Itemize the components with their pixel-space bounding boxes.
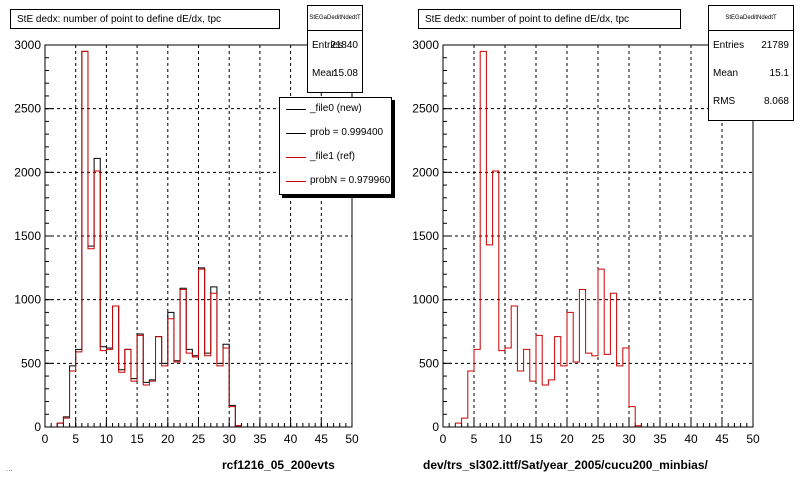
stats-entries-label: Entries [312,40,344,51]
stats-rms-row: RMS 8.068 [709,87,793,115]
x-tick-label: 15 [529,432,543,446]
y-tick-label: 0 [34,420,41,434]
legend-label: _file1 (ref) [310,151,356,162]
x-tick-label: 45 [315,432,329,446]
legend-entry-prob: prob = 0.999400 [280,122,391,146]
timestamp-text: ... [6,464,13,473]
right-stats-box: StEGaDeditNdedtT Entries 21789 Mean 15.1… [708,5,794,121]
y-tick-label: 2000 [412,165,439,179]
stats-rms-label: RMS [713,96,736,107]
x-tick-label: 5 [72,432,79,446]
x-tick-label: 15 [130,432,144,446]
x-tick-label: 10 [100,432,114,446]
stats-entries-row: Entries 21840 [308,31,362,59]
x-tick-label: 30 [622,432,636,446]
stats-entries-value: 21789 [761,40,789,51]
x-tick-label: 30 [223,432,237,446]
y-tick-label: 0 [432,420,439,434]
y-tick-label: 1000 [14,293,41,307]
stats-mean-label: Mean [312,68,338,79]
x-tick-label: 25 [591,432,605,446]
stats-mean-row: Mean 15.08 [308,59,362,87]
legend-swatch-black [286,109,306,110]
x-tick-label: 35 [653,432,667,446]
stats-entries-row: Entries 21789 [709,31,793,59]
y-tick-label: 2500 [412,102,439,116]
left-plot-title: StE dedx: number of point to define dE/d… [10,9,280,29]
legend-label: probN = 0.979960 [310,175,391,186]
right-plot-title: StE dedx: number of point to define dE/d… [418,9,681,29]
x-tick-label: 40 [684,432,698,446]
stats-entries-value: 21840 [330,40,358,51]
y-tick-label: 1500 [14,229,41,243]
x-tick-label: 10 [498,432,512,446]
x-tick-label: 50 [345,432,359,446]
y-tick-label: 1500 [412,229,439,243]
y-tick-label: 1000 [412,293,439,307]
x-tick-label: 5 [471,432,478,446]
stats-header: StEGaDeditNdedtT [709,6,793,31]
x-tick-label: 0 [440,432,447,446]
legend-entry-probn: probN = 0.979960 [280,170,391,194]
right-footer-label: dev/trs_sl302.ittf/Sat/year_2005/cucu200… [423,458,708,472]
y-tick-label: 2500 [14,102,41,116]
y-tick-label: 500 [419,356,439,370]
stats-mean-row: Mean 15.1 [709,59,793,87]
legend-label: _file0 (new) [310,103,362,114]
y-tick-label: 3000 [14,38,41,52]
legend-swatch-red [286,181,306,182]
left-stats-box: StEGaDeditNdedtT Entries 21840 Mean 15.0… [307,5,363,93]
stats-header: StEGaDeditNdedtT [308,6,362,31]
legend-label: prob = 0.999400 [310,127,384,138]
x-tick-label: 50 [746,432,760,446]
right-histogram: 0 5 10 15 20 25 30 35 40 45 5005001000150020002500… [412,38,760,446]
y-tick-label: 2000 [14,165,41,179]
legend: _file0 (new) prob = 0.999400 _file1 (ref… [279,97,392,195]
x-tick-label: 45 [715,432,729,446]
x-tick-label: 35 [253,432,267,446]
legend-entry-file0: _file0 (new) [280,98,391,122]
stats-mean-value: 15.1 [769,68,789,79]
stats-rms-value: 8.068 [763,96,789,107]
stats-entries-label: Entries [713,40,745,51]
x-tick-label: 25 [192,432,206,446]
stats-mean-label: Mean [713,68,739,79]
x-tick-label: 40 [284,432,298,446]
stats-mean-value: 15.08 [332,68,358,79]
left-footer-label: rcf1216_05_200evts [222,458,335,472]
legend-swatch-black [286,133,306,134]
x-tick-label: 20 [560,432,574,446]
y-tick-label: 500 [21,356,41,370]
legend-swatch-red [286,157,306,158]
y-tick-label: 3000 [412,38,439,52]
legend-entry-file1: _file1 (ref) [280,146,391,170]
x-tick-label: 20 [161,432,175,446]
x-tick-label: 0 [42,432,49,446]
